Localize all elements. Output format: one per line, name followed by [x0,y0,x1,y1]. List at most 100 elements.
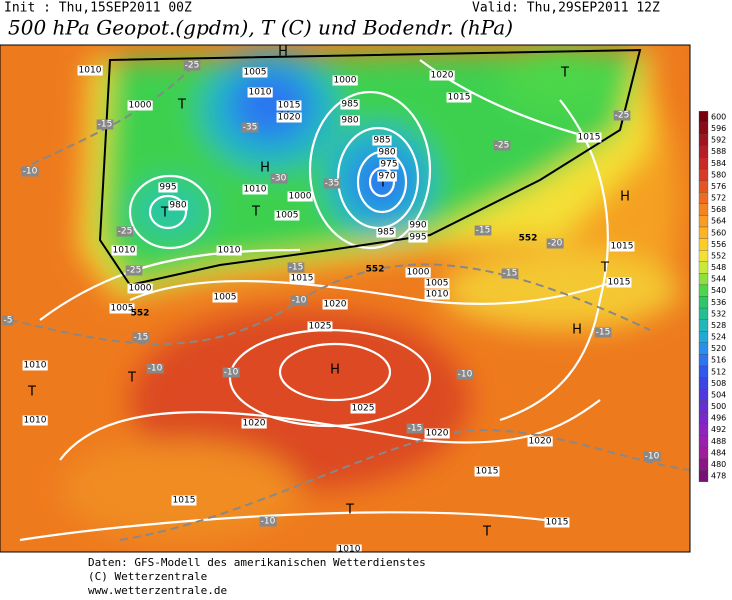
temperature-label: -25 [495,141,510,151]
isobar-label: 1010 [24,416,47,426]
scale-label: 560 [711,228,726,237]
isobar-label-bg [247,87,273,98]
footer-line: (C) Wetterzentrale [88,570,207,583]
isobar-label: 1010 [113,246,136,256]
scale-label: 492 [711,425,726,434]
pressure-center: H [260,161,270,176]
isobar-label: 1020 [529,437,552,447]
scale-label: 512 [711,367,726,376]
isobar-label-bg [544,517,570,528]
isobar-label-bg [336,544,362,552]
temperature-label-bg [643,451,661,462]
isobar-label: 1010 [338,545,361,555]
temperature-label: -10 [292,296,307,306]
temperature-label-bg [323,178,341,189]
scale-label: 556 [711,240,726,249]
isobar-label: 1005 [111,304,134,314]
scale-swatch [698,145,709,158]
isobar-label: 1020 [243,419,266,429]
temperature-label-bg [132,332,150,343]
contour-label: 552 [519,234,538,244]
isobar-label: 1000 [407,268,430,278]
footer: Daten: GFS-Modell des amerikanischen Wet… [88,556,426,597]
temperature-label-bg [594,327,612,338]
isobar-label-bg [127,283,153,294]
map-title: 500 hPa Geopot.(gpdm), T (C) und Bodendr… [8,16,513,40]
pressure-center: T [345,503,354,518]
isobar-label: 1000 [129,284,152,294]
isobar-label-bg [22,360,48,371]
contour-label: 552 [366,265,385,275]
temperature-label-bg [270,173,288,184]
isobar-label: 1010 [426,290,449,300]
scale-label: 488 [711,437,726,446]
isobar-label: 1010 [79,66,102,76]
isobar-label-bg [576,132,602,143]
isobar-label-bg [340,115,360,126]
isobar-label: 1000 [129,101,152,111]
isobar-label: 995 [159,183,176,193]
scale-label: 592 [711,136,726,145]
scale-swatch [698,192,709,205]
temperature-label: -5 [4,316,13,326]
isobar-label: 980 [378,148,395,158]
isobar-label: 1015 [173,496,196,506]
temperature-label-bg [613,110,631,121]
temperature-label-bg [493,140,511,151]
isobar-label-bg [322,299,348,310]
temperature-label-bg [146,363,164,374]
temperature-label-bg [2,315,14,326]
scale-swatch [698,180,709,193]
isobar-label-bg [424,278,450,289]
temperature-label-bg [21,166,39,177]
isobar-label-bg [171,495,197,506]
temperature-label: -15 [289,263,304,273]
map-labels: HHHTTTTTHTHHTTTT101010001005101010151020… [2,45,661,555]
scale-label: 524 [711,333,726,342]
temperature-label: -25 [127,266,142,276]
temperature-label: -15 [134,333,149,343]
scale-swatch [698,400,709,413]
isobar-label-bg [606,277,632,288]
scale-swatch [698,342,709,355]
pressure-center: T [560,66,569,81]
scale-label: 584 [711,159,726,168]
isobar-label-bg [408,220,428,231]
isobar-label-bg [408,232,428,243]
isobar-label-bg [109,303,135,314]
contour-label: 552 [131,309,150,319]
isobar-label: 1015 [291,274,314,284]
isobar-label: 1020 [426,429,449,439]
isobar-label: 980 [169,201,186,211]
scale-swatch [698,122,709,135]
temperature-label: -10 [261,517,276,527]
temperature-label: -10 [148,364,163,374]
scale-label: 568 [711,205,726,214]
temperature-label-bg [222,367,240,378]
scale-label: 504 [711,390,726,399]
isobar-label-bg [429,70,455,81]
isobar-label-bg [424,428,450,439]
isobar-label-bg [446,92,472,103]
isobar-label: 985 [341,100,358,110]
temperature-label: -15 [476,226,491,236]
isobar-label-bg [111,245,137,256]
isobar-label-bg [424,289,450,300]
isobar-label-bg [340,99,360,110]
isobar-label: 970 [378,172,395,182]
temperature-label: -25 [118,227,133,237]
scale-label: 478 [711,472,726,481]
isobar-label-bg [242,67,268,78]
scale-label: 500 [711,402,726,411]
isobar-label: 975 [380,160,397,170]
pressure-center: T [160,206,169,221]
isobar-label-bg [127,100,153,111]
temperature-label-bg [96,119,114,130]
init-time: Init : Thu,15SEP2011 00Z [4,1,192,16]
isobar-label: 995 [409,233,426,243]
isobar-label-bg [216,245,242,256]
temperature-label: -35 [243,123,258,133]
scale-swatch [698,388,709,401]
